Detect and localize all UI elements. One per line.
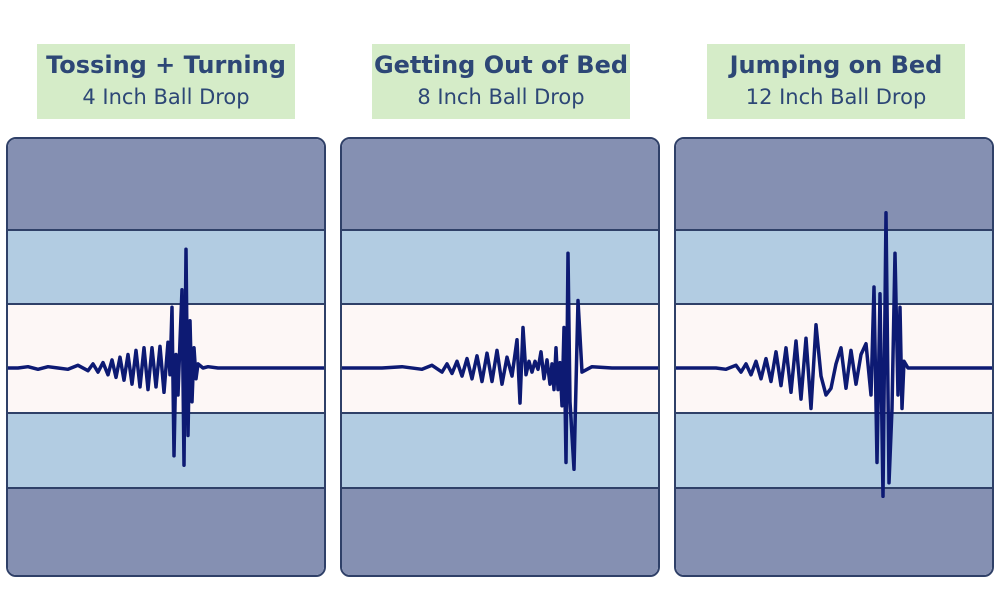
chart-subtitle: 12 Inch Ball Drop (745, 85, 927, 109)
chart-subtitle: 4 Inch Ball Drop (82, 85, 250, 109)
label-getting-out-of-bed: Getting Out of Bed 8 Inch Ball Drop (372, 44, 630, 119)
vibration-waveform (676, 211, 992, 499)
waveform-chart (8, 139, 324, 575)
chart-title: Getting Out of Bed (373, 51, 629, 79)
label-jumping-on-bed: Jumping on Bed 12 Inch Ball Drop (707, 44, 965, 119)
middle-band-top (8, 230, 324, 304)
vibration-waveform (342, 251, 658, 472)
outer-band-top (676, 139, 992, 230)
middle-band-top (342, 230, 658, 304)
outer-band-bottom (8, 488, 324, 575)
chart-panel-jumping-on-bed (674, 137, 994, 577)
center-band (676, 304, 992, 413)
middle-band-top (676, 230, 992, 304)
vibration-waveform (8, 247, 324, 467)
chart-panel-tossing-turning (6, 137, 326, 577)
outer-band-top (342, 139, 658, 230)
outer-band-bottom (342, 488, 658, 575)
chart-panel-getting-out-of-bed (340, 137, 660, 577)
center-band (342, 304, 658, 413)
waveform-chart (342, 139, 658, 575)
chart-title: Jumping on Bed (729, 51, 943, 79)
middle-band-bottom (8, 413, 324, 488)
label-tossing-turning: Tossing + Turning 4 Inch Ball Drop (37, 44, 295, 119)
middle-band-bottom (676, 413, 992, 488)
middle-band-bottom (342, 413, 658, 488)
outer-band-top (8, 139, 324, 230)
chart-title: Tossing + Turning (46, 51, 286, 79)
chart-subtitle: 8 Inch Ball Drop (417, 85, 585, 109)
outer-band-bottom (676, 488, 992, 575)
waveform-chart (676, 139, 992, 575)
